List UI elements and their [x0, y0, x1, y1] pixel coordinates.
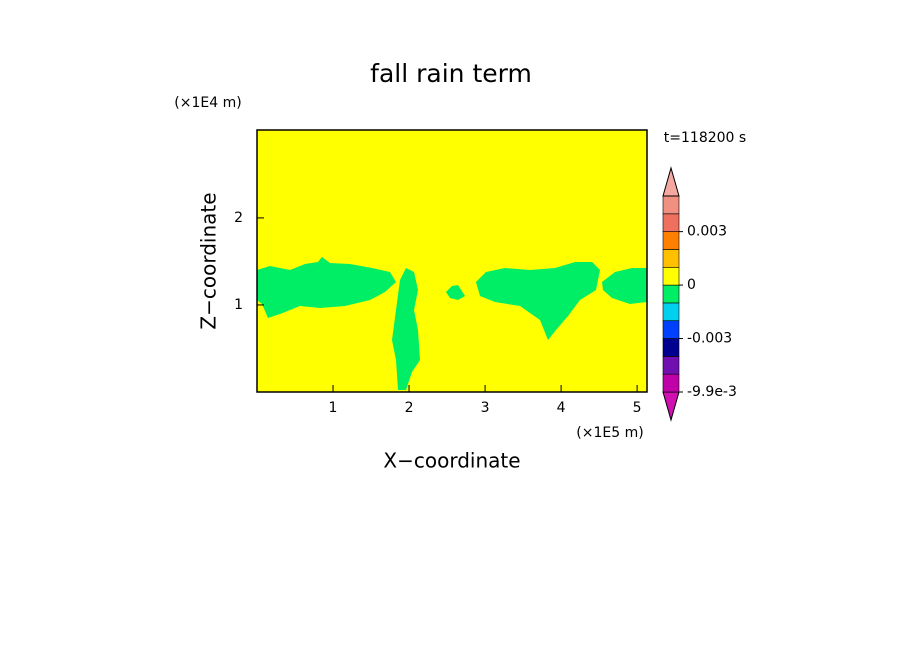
x-axis-label: X−coordinate [383, 449, 520, 473]
colorbar-segment [662, 302, 680, 322]
y-axis-label: Z−coordinate [197, 192, 221, 329]
plot-background [257, 130, 647, 392]
colorbar-segment [662, 231, 680, 250]
colorbar-segment [662, 373, 680, 393]
y-tick-label: 1 [234, 297, 243, 313]
contour-region [257, 257, 396, 318]
x-tick-label: 3 [481, 400, 490, 416]
colorbar-segment [662, 320, 680, 339]
x-tick-label: 2 [405, 400, 414, 416]
contour-regions [257, 257, 647, 390]
y-tick-label: 2 [234, 210, 243, 226]
contour-region [446, 285, 465, 300]
plot-frame [256, 129, 648, 393]
colorbar-segment [662, 213, 680, 232]
colorbar-segment [662, 338, 680, 357]
time-annotation: t=118200 s [664, 130, 746, 146]
colorbar-segment [662, 249, 680, 268]
colorbar-tick-label: -0.003 [687, 331, 732, 347]
colorbar-segment [662, 266, 680, 286]
contour-region [392, 268, 420, 390]
contour-region [602, 268, 647, 304]
colorbar-triangle [662, 166, 680, 197]
x-unit: (×1E5 m) [576, 425, 643, 441]
y-unit: (×1E4 m) [174, 95, 241, 111]
colorbar-tick-label: -9.9e-3 [687, 384, 737, 400]
colorbar-segment [662, 356, 680, 375]
colorbar-segment [662, 195, 680, 215]
colorbar-segment [662, 284, 680, 304]
colorbar-tick-label: 0.003 [687, 224, 727, 240]
x-tick-label: 4 [557, 400, 566, 416]
x-tick-label: 5 [633, 400, 642, 416]
colorbar-tick-label: 0 [687, 277, 696, 293]
chart-title: fall rain term [370, 59, 532, 88]
contour-region [476, 262, 600, 340]
x-tick-label: 1 [329, 400, 338, 416]
